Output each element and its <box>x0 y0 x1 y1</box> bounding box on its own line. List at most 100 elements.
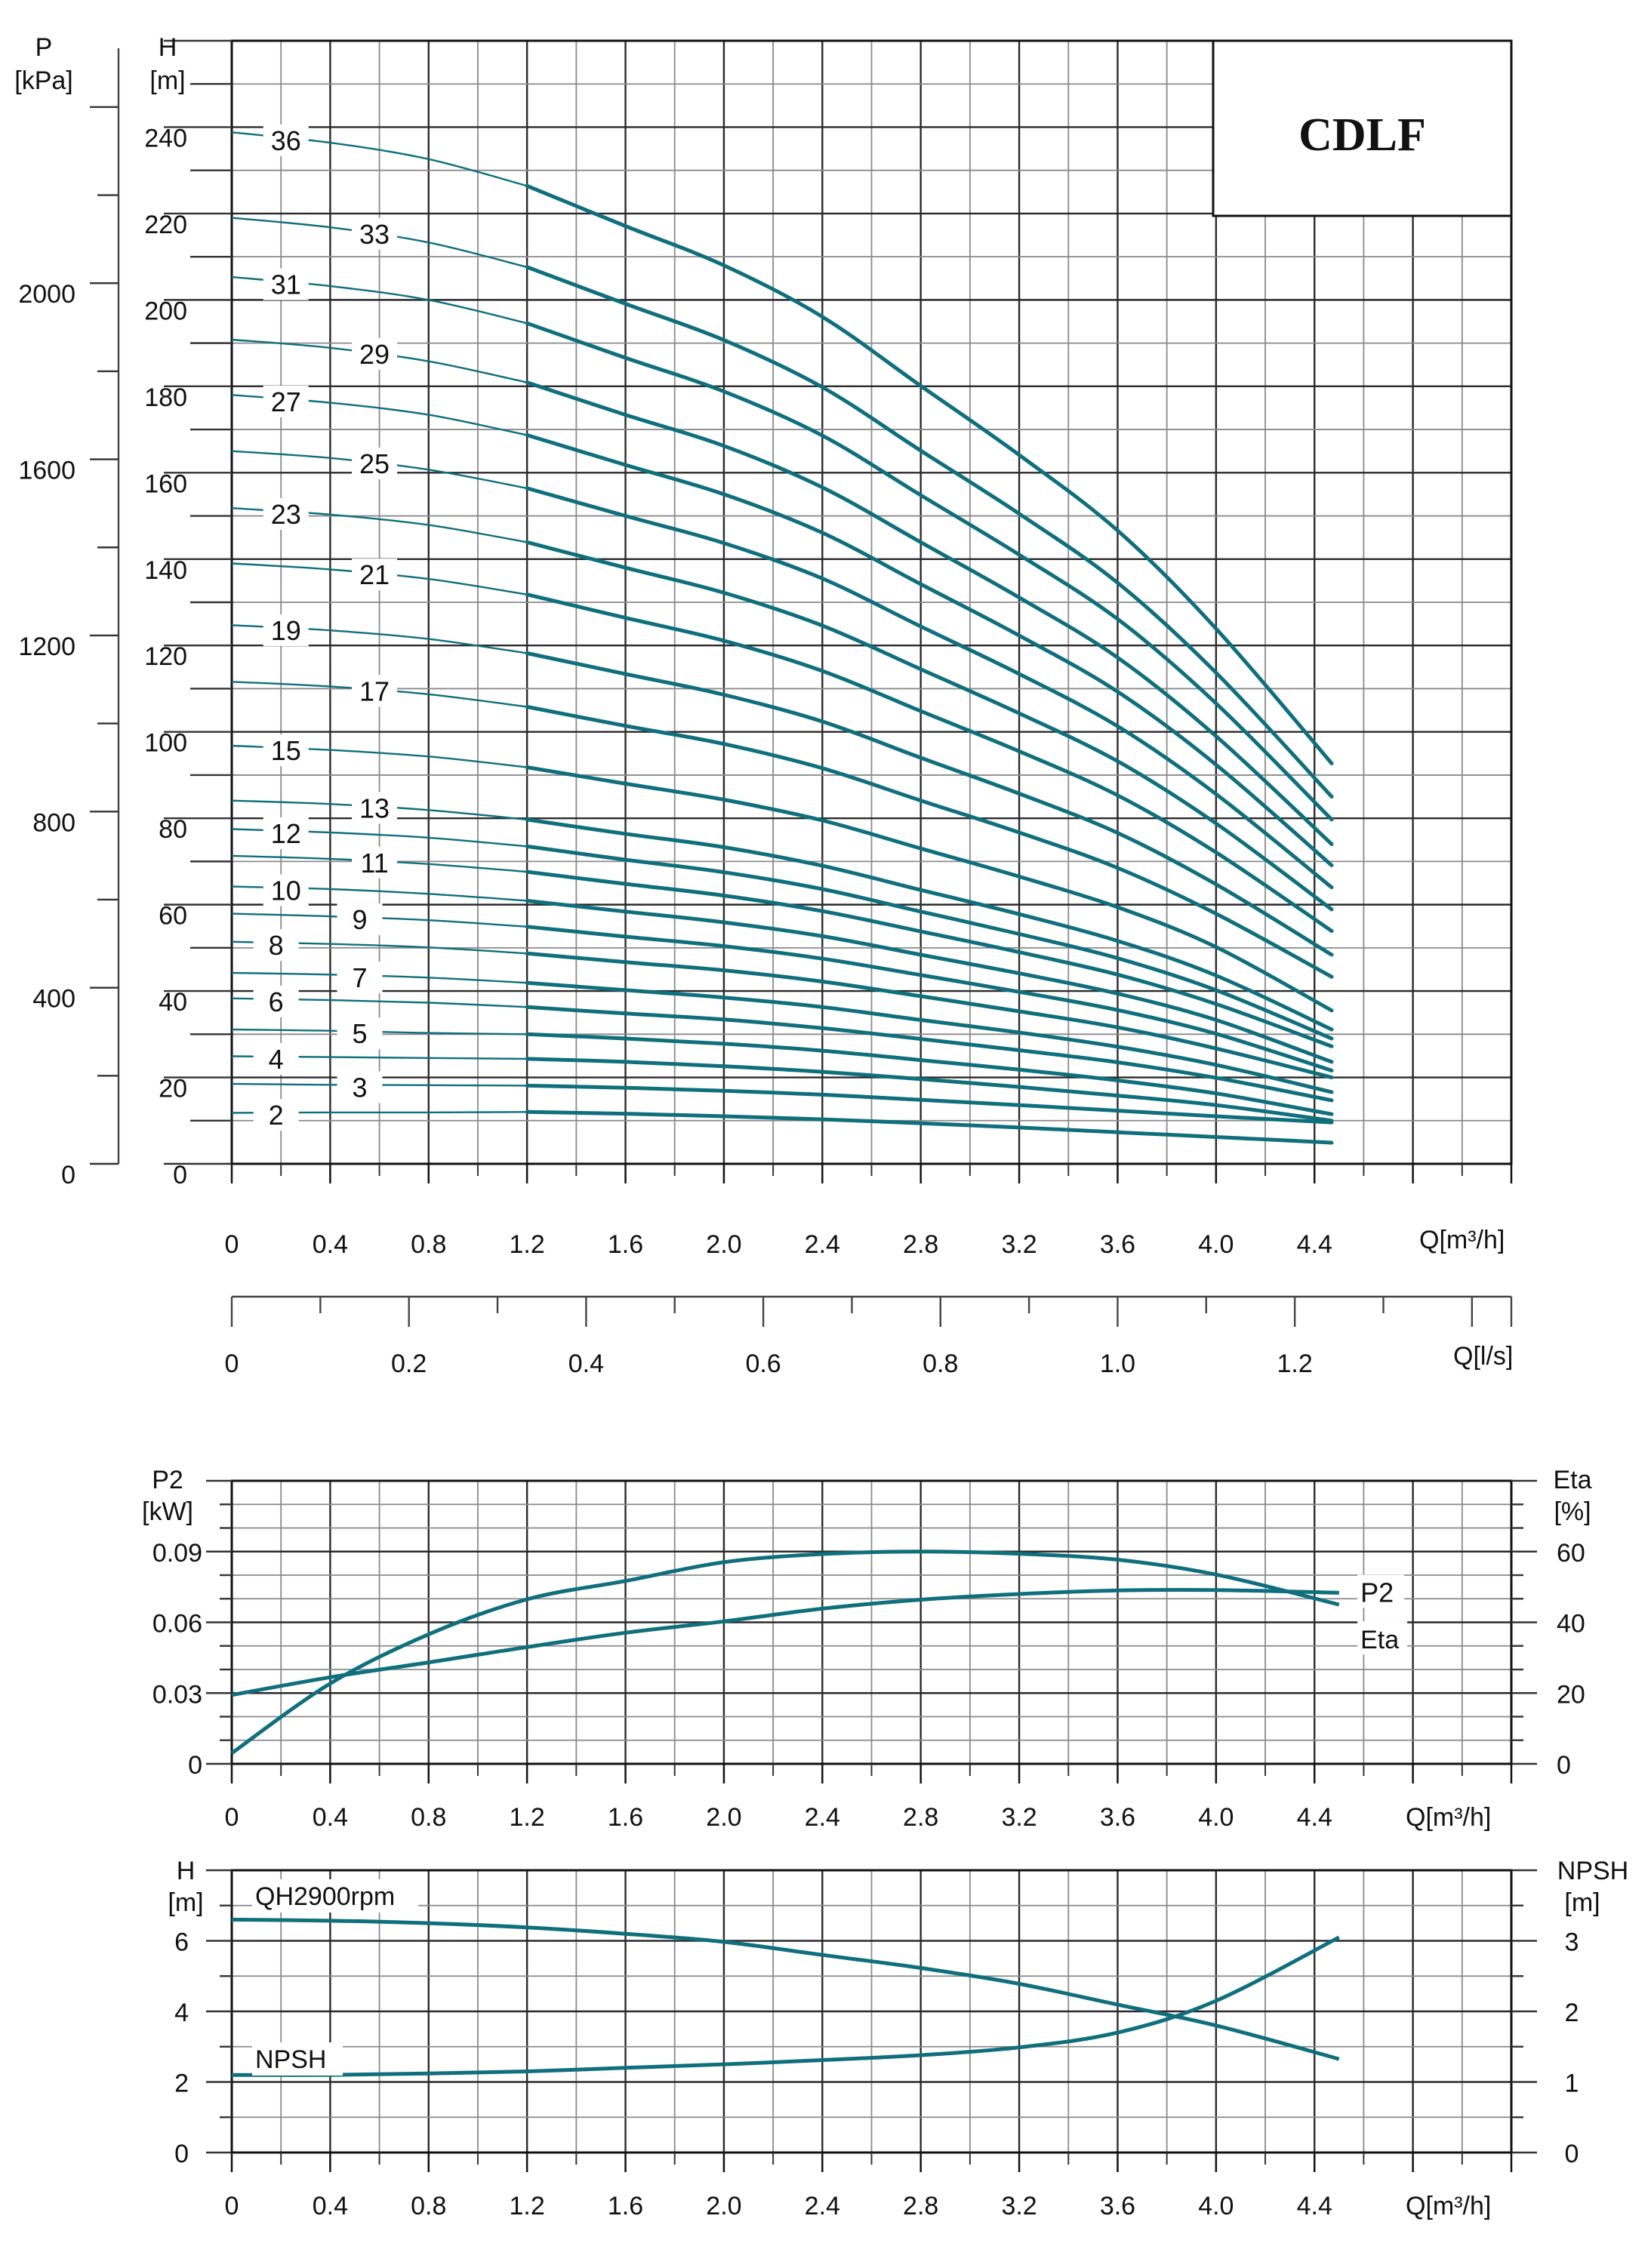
x-tick-label: 0.8 <box>411 1230 446 1259</box>
curve-group: 19 <box>231 614 1334 957</box>
h-tick-label: 40 <box>159 988 187 1017</box>
p2-tick-label: 0.06 <box>152 1610 202 1639</box>
curve-label-bg <box>263 385 309 417</box>
curve-stage-15 <box>525 765 1334 1013</box>
curve-group: 36 <box>231 124 1334 765</box>
h-tick-label: 220 <box>144 211 187 239</box>
curve-label-bg <box>352 846 398 879</box>
h-tick-label: 140 <box>144 556 187 585</box>
curve-label-bg <box>263 817 309 849</box>
curve-group: 13 <box>231 792 1334 1032</box>
npsh-axis-title: NPSH <box>1557 1857 1628 1885</box>
h-tick-label: 0 <box>174 2140 189 2168</box>
ls-tick-label: 0.8 <box>923 1349 958 1378</box>
curve-label: 15 <box>271 735 301 766</box>
curve-group: 3 <box>231 1071 1334 1125</box>
x-tick-label: 1.2 <box>510 1230 545 1259</box>
curve-stage-31 <box>525 321 1334 822</box>
x-tick-label: 2.8 <box>903 1230 938 1259</box>
curve-group: 21 <box>231 559 1334 933</box>
p2-tick-label: 0 <box>188 1751 202 1780</box>
curve-stage-23 <box>525 540 1334 912</box>
h-tick-label: 20 <box>159 1075 187 1103</box>
curve-label-bg <box>352 337 398 370</box>
x-tick-label: 3.2 <box>1001 2192 1036 2220</box>
curve-label: 7 <box>352 962 367 993</box>
curve-stage-2 <box>525 1109 1334 1145</box>
x-tick-label: 2.4 <box>805 1230 840 1259</box>
p-tick-label: 800 <box>32 808 75 837</box>
curve-stage-9 <box>525 925 1334 1072</box>
qh-npsh-chart: 0 2 4 6 H [m] 0 1 2 3 NPSH [m] 0 0.4 0.8 1.2 1.6 2.0 2.4 2.… <box>168 1857 1628 2220</box>
curve-group: 5 <box>231 1017 1334 1116</box>
x-tick-label: 4.0 <box>1198 1803 1234 1832</box>
ls-tick-label: 1.0 <box>1100 1349 1135 1378</box>
curve-label-bg <box>253 1043 299 1076</box>
curve-label: 31 <box>271 269 301 300</box>
eta-curve <box>230 1549 1340 1755</box>
h-tick-label: 180 <box>144 383 187 412</box>
p-tick-label: 2000 <box>18 280 75 309</box>
curve-group: 31 <box>231 268 1334 822</box>
x-tick-label: 3.6 <box>1100 1803 1135 1832</box>
curve-stage-21 <box>525 592 1334 933</box>
h-axis-title: H <box>159 33 177 62</box>
h-tick-label: 240 <box>144 124 187 152</box>
p-tick-label: 1600 <box>18 457 75 485</box>
h-tick-label: 6 <box>174 1928 189 1957</box>
npsh-tick-label: 2 <box>1565 1999 1579 2027</box>
curve-group: 4 <box>231 1043 1334 1123</box>
x-tick-label: 1.2 <box>510 1803 545 1832</box>
curve-label-bg <box>352 792 398 824</box>
power-efficiency-chart: 0 0.03 0.06 0.09 P2 [kW] 0 20 40 60 Eta [%] 0 0.4 0.8 1… <box>142 1466 1592 1832</box>
ls-axis-title: Q[l/s] <box>1453 1342 1513 1371</box>
curve-stage-3 <box>525 1083 1334 1125</box>
qh-single-stage-curve <box>231 1917 1340 2061</box>
curve-stage-33 <box>525 265 1334 799</box>
curve-stage-11 <box>525 869 1334 1048</box>
p-tick-label: 400 <box>32 985 75 1014</box>
p2-tick-label: 0.09 <box>152 1539 202 1568</box>
curve-label: 23 <box>271 499 301 530</box>
eta-axis-title: Eta <box>1553 1466 1591 1494</box>
p2-label-bg <box>1357 1574 1405 1608</box>
npsh-axis-unit: [m] <box>1564 1888 1600 1917</box>
npsh-tick-label: 3 <box>1565 1928 1579 1957</box>
curve-stage-27 <box>525 433 1334 867</box>
curve-label-bg <box>352 447 398 479</box>
x-tick-label: 3.2 <box>1001 1803 1036 1832</box>
x-tick-label: 0.4 <box>313 1803 348 1832</box>
x-tick-label: 1.6 <box>608 2192 643 2220</box>
p2-axis-unit: [kW] <box>142 1497 193 1526</box>
npsh-tick-label: 1 <box>1565 2070 1579 2098</box>
curve-group: 23 <box>231 497 1334 912</box>
curve-label-bg <box>337 903 383 936</box>
x-tick-label: 2.4 <box>805 1803 840 1832</box>
curve-group: 10 <box>231 874 1334 1064</box>
curve-label: 8 <box>269 930 284 961</box>
x-tick-label: 4.4 <box>1297 1803 1332 1832</box>
curve-group: 12 <box>231 817 1334 1041</box>
x-tick-label: 0 <box>225 1230 239 1259</box>
curve-label: 10 <box>271 875 301 906</box>
eta-tick-label: 60 <box>1557 1539 1585 1568</box>
curve-group: 29 <box>231 337 1334 846</box>
x-tick-label: 2.0 <box>706 1230 741 1259</box>
x-axis-title: Q[m³/h] <box>1406 1803 1491 1832</box>
curve-stage-12 <box>525 844 1334 1041</box>
x-tick-label: 2.0 <box>706 2192 741 2220</box>
curve-stage-25 <box>525 486 1334 890</box>
x-axis-title: Q[m³/h] <box>1419 1226 1505 1254</box>
curve-label: 19 <box>271 615 301 646</box>
curve-label-bg <box>352 217 398 250</box>
curve-label: 25 <box>359 448 390 479</box>
x-tick-label: 4.0 <box>1198 2192 1234 2220</box>
curve-stage-5 <box>525 1032 1334 1116</box>
curve-label: 5 <box>352 1018 367 1049</box>
h-tick-label: 100 <box>144 729 187 758</box>
chart-title: CDLF <box>1298 109 1426 161</box>
curve-group: 2 <box>231 1099 1334 1145</box>
curve-label: 3 <box>352 1072 367 1103</box>
curve-label-bg <box>263 734 309 767</box>
